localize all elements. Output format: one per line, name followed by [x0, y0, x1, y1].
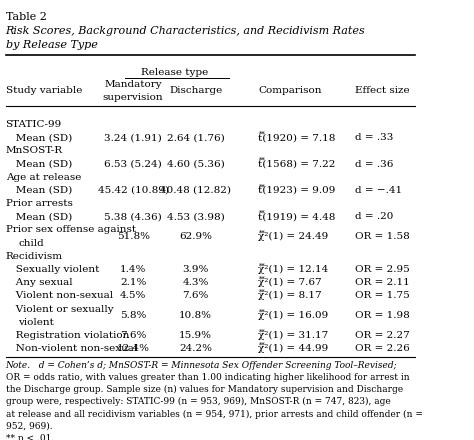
Text: Sexually violent: Sexually violent [6, 265, 99, 274]
Text: OR = 2.26: OR = 2.26 [355, 344, 410, 353]
Text: by Release Type: by Release Type [6, 40, 98, 50]
Text: 7.6%: 7.6% [120, 331, 146, 340]
Text: Table 2: Table 2 [6, 11, 46, 22]
Text: OR = 1.58: OR = 1.58 [355, 232, 410, 241]
Text: d = .33: d = .33 [355, 133, 393, 142]
Text: violent: violent [18, 318, 54, 327]
Text: 7.6%: 7.6% [182, 291, 209, 301]
Text: Prior sex offense against: Prior sex offense against [6, 225, 136, 235]
Text: 6.53 (5.24): 6.53 (5.24) [104, 160, 162, 169]
Text: OR = 1.75: OR = 1.75 [355, 291, 410, 301]
Text: Violent non-sexual: Violent non-sexual [6, 291, 113, 301]
Text: Release type: Release type [141, 68, 209, 77]
Text: Registration violation: Registration violation [6, 331, 129, 340]
Text: t(1568) = 7.22: t(1568) = 7.22 [258, 160, 336, 169]
Text: OR = 2.11: OR = 2.11 [355, 278, 410, 287]
Text: Any sexual: Any sexual [6, 278, 72, 287]
Text: 4.5%: 4.5% [120, 291, 146, 301]
Text: Age at release: Age at release [6, 173, 81, 182]
Text: d = .20: d = .20 [355, 212, 393, 221]
Text: t(1923) = 9.09: t(1923) = 9.09 [258, 186, 336, 195]
Text: **: ** [259, 341, 265, 349]
Text: group were, respectively: STATIC-99 (n = 953, 969), MnSOST-R (n = 747, 823), age: group were, respectively: STATIC-99 (n =… [6, 397, 390, 407]
Text: Violent or sexually: Violent or sexually [6, 304, 113, 314]
Text: 5.38 (4.36): 5.38 (4.36) [104, 212, 162, 221]
Text: Study variable: Study variable [6, 86, 82, 95]
Text: **: ** [259, 209, 265, 218]
Text: χ²(1) = 7.67: χ²(1) = 7.67 [258, 278, 322, 287]
Text: χ²(1) = 24.49: χ²(1) = 24.49 [258, 232, 329, 241]
Text: Prior arrests: Prior arrests [6, 199, 73, 208]
Text: supervision: supervision [103, 93, 164, 102]
Text: Non-violent non-sexual: Non-violent non-sexual [6, 344, 137, 353]
Text: 4.3%: 4.3% [182, 278, 209, 287]
Text: OR = 1.98: OR = 1.98 [355, 311, 410, 320]
Text: Mean (SD): Mean (SD) [6, 186, 72, 195]
Text: Mean (SD): Mean (SD) [6, 212, 72, 221]
Text: Mean (SD): Mean (SD) [6, 133, 72, 142]
Text: 62.9%: 62.9% [179, 232, 212, 241]
Text: **: ** [259, 229, 265, 237]
Text: 15.9%: 15.9% [179, 331, 212, 340]
Text: t(1920) = 7.18: t(1920) = 7.18 [258, 133, 336, 142]
Text: Mandatory: Mandatory [104, 80, 162, 89]
Text: 40.48 (12.82): 40.48 (12.82) [160, 186, 231, 195]
Text: Note.   d = Cohen’s d; MnSOST-R = Minnesota Sex Offender Screening Tool–Revised;: Note. d = Cohen’s d; MnSOST-R = Minnesot… [6, 360, 397, 370]
Text: Recidivism: Recidivism [6, 252, 63, 261]
Text: 24.2%: 24.2% [179, 344, 212, 353]
Text: χ²(1) = 16.09: χ²(1) = 16.09 [258, 311, 329, 320]
Text: 952, 969).: 952, 969). [6, 422, 52, 431]
Text: 1.4%: 1.4% [120, 265, 146, 274]
Text: OR = 2.27: OR = 2.27 [355, 331, 410, 340]
Text: child: child [18, 238, 44, 248]
Text: 5.8%: 5.8% [120, 311, 146, 320]
Text: the Discharge group. Sample size (n) values for Mandatory supervision and Discha: the Discharge group. Sample size (n) val… [6, 385, 403, 394]
Text: 12.4%: 12.4% [117, 344, 150, 353]
Text: χ²(1) = 12.14: χ²(1) = 12.14 [258, 265, 329, 274]
Text: t(1919) = 4.48: t(1919) = 4.48 [258, 212, 336, 221]
Text: **: ** [259, 308, 265, 316]
Text: **: ** [259, 157, 265, 165]
Text: **: ** [259, 262, 265, 270]
Text: Comparison: Comparison [258, 86, 322, 95]
Text: Effect size: Effect size [355, 86, 409, 95]
Text: **: ** [259, 183, 265, 191]
Text: Discharge: Discharge [169, 86, 222, 95]
Text: 45.42 (10.89): 45.42 (10.89) [98, 186, 169, 195]
Text: at release and all recidivism variables (n = 954, 971), prior arrests and child : at release and all recidivism variables … [6, 410, 422, 419]
Text: ** p < .01.: ** p < .01. [6, 434, 54, 440]
Text: 4.53 (3.98): 4.53 (3.98) [167, 212, 225, 221]
Text: 2.1%: 2.1% [120, 278, 146, 287]
Text: OR = odds ratio, with values greater than 1.00 indicating higher likelihood for : OR = odds ratio, with values greater tha… [6, 373, 409, 382]
Text: **: ** [259, 275, 265, 283]
Text: χ²(1) = 8.17: χ²(1) = 8.17 [258, 291, 322, 301]
Text: χ²(1) = 31.17: χ²(1) = 31.17 [258, 331, 329, 340]
Text: 51.8%: 51.8% [117, 232, 150, 241]
Text: Risk Scores, Background Characteristics, and Recidivism Rates: Risk Scores, Background Characteristics,… [6, 26, 365, 36]
Text: STATIC-99: STATIC-99 [6, 120, 62, 129]
Text: 3.24 (1.91): 3.24 (1.91) [104, 133, 162, 142]
Text: χ²(1) = 44.99: χ²(1) = 44.99 [258, 344, 329, 353]
Text: **: ** [259, 328, 265, 336]
Text: **: ** [259, 289, 265, 297]
Text: MnSOST-R: MnSOST-R [6, 147, 63, 155]
Text: 3.9%: 3.9% [182, 265, 209, 274]
Text: d = .36: d = .36 [355, 160, 393, 169]
Text: 4.60 (5.36): 4.60 (5.36) [167, 160, 225, 169]
Text: **: ** [259, 131, 265, 139]
Text: 10.8%: 10.8% [179, 311, 212, 320]
Text: OR = 2.95: OR = 2.95 [355, 265, 410, 274]
Text: Mean (SD): Mean (SD) [6, 160, 72, 169]
Text: d = −.41: d = −.41 [355, 186, 402, 195]
Text: 2.64 (1.76): 2.64 (1.76) [167, 133, 225, 142]
